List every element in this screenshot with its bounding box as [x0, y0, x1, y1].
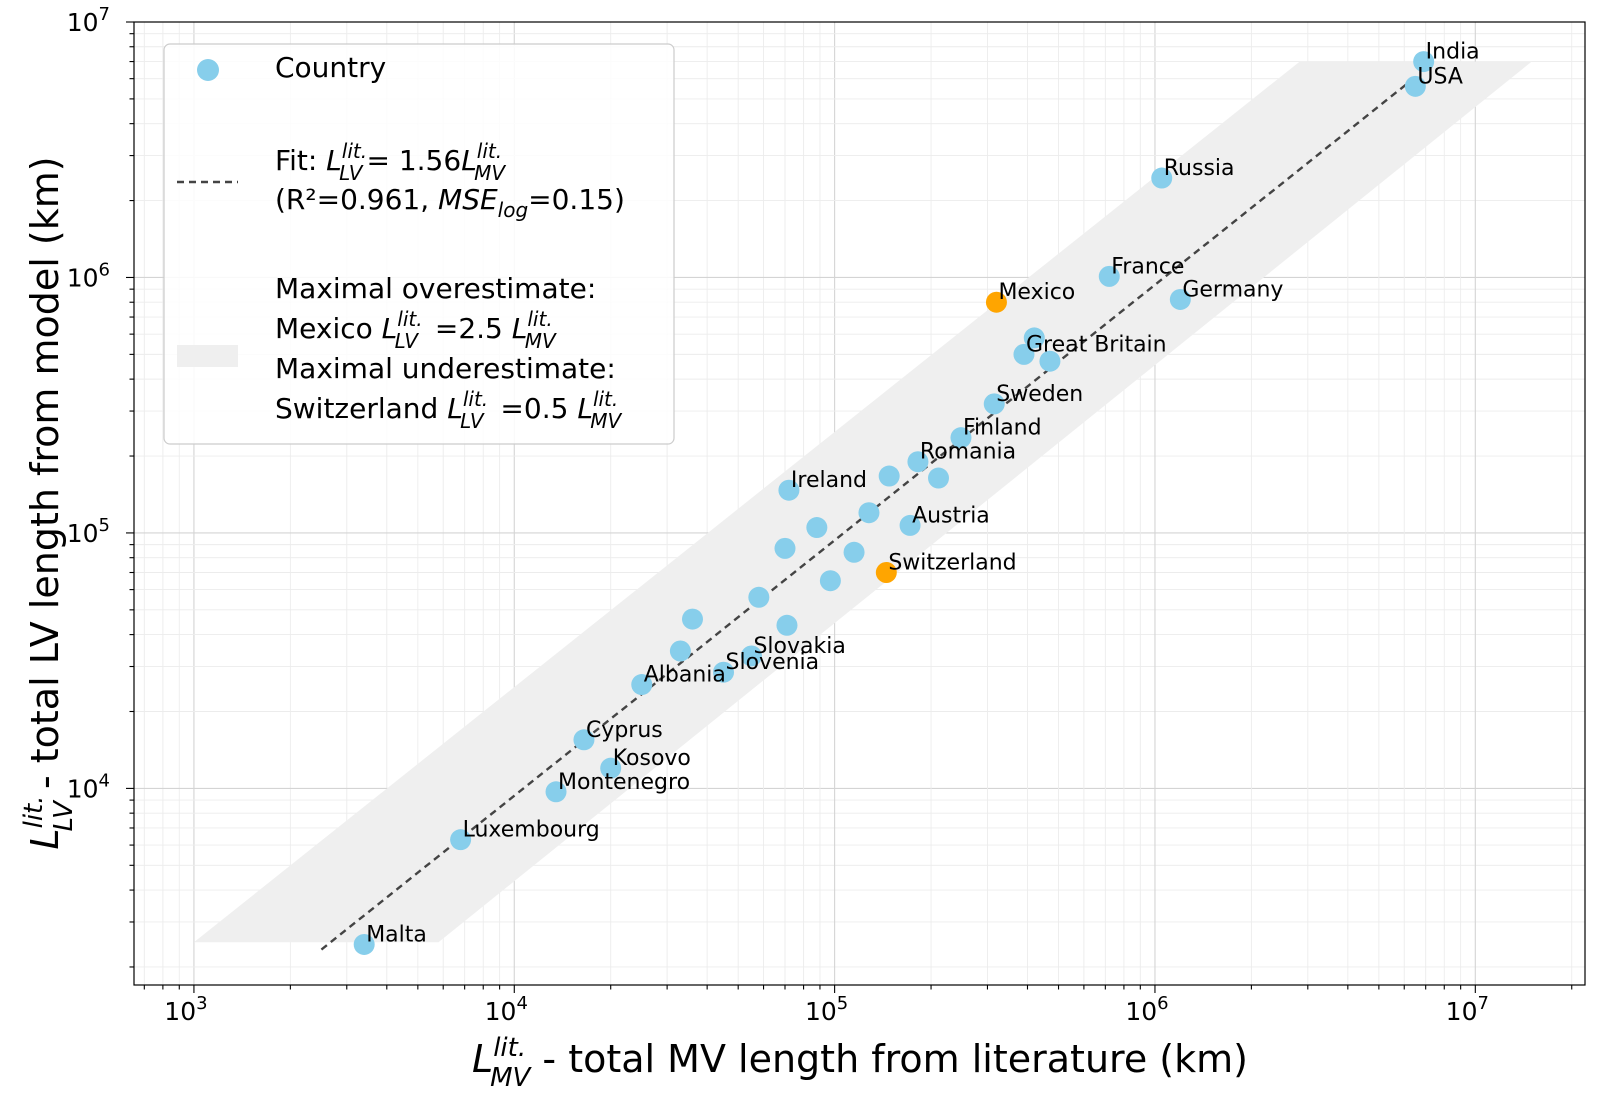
point-germany: [1169, 288, 1191, 310]
point-label-malta: Malta: [366, 922, 427, 947]
data-points: [353, 51, 1435, 955]
point-cyprus: [573, 729, 595, 751]
point-great-britain: [1013, 343, 1035, 365]
point-unlabeled: [843, 541, 865, 563]
point-unlabeled: [858, 502, 880, 524]
point-label-albania: Albania: [644, 663, 726, 688]
x-tick-label: 104: [485, 993, 528, 1026]
point-label-cyprus: Cyprus: [586, 718, 663, 743]
y-tick-label: 106: [67, 259, 110, 292]
point-montenegro: [545, 781, 567, 803]
point-label-russia: Russia: [1164, 156, 1235, 181]
point-france: [1098, 265, 1120, 287]
point-unlabeled: [878, 465, 900, 487]
point-unlabeled: [806, 517, 828, 539]
legend-over-detail: Mexico Llit. LV =2.5 Llit. MV: [275, 307, 557, 353]
point-label-mexico: Mexico: [998, 280, 1075, 305]
point-sweden: [983, 393, 1005, 415]
point-unlabeled: [1023, 327, 1045, 349]
point-label-usa: USA: [1417, 64, 1463, 89]
point-label-sweden: Sweden: [996, 382, 1083, 407]
point-label-germany: Germany: [1182, 277, 1283, 302]
point-unlabeled: [774, 537, 796, 559]
point-luxembourg: [450, 829, 472, 851]
point-label-austria: Austria: [912, 503, 990, 528]
point-austria: [899, 514, 921, 536]
legend-band-marker: [177, 345, 238, 367]
x-axis-label: Llit. MV - total MV length from literatur…: [472, 1033, 1248, 1093]
point-label-montenegro: Montenegro: [558, 770, 690, 795]
point-label-slovenia: Slovenia: [726, 650, 820, 675]
point-label-france: France: [1111, 254, 1184, 279]
legend-box: [163, 43, 675, 445]
point-slovakia: [740, 645, 762, 667]
plot-frame: [133, 21, 1586, 986]
point-india: [1413, 51, 1435, 73]
y-tick-label: 107: [67, 4, 110, 37]
legend-country-marker: [197, 59, 219, 81]
legend-over-title: Maximal overestimate:: [275, 272, 596, 305]
point-ireland: [778, 479, 800, 501]
point-malta: [353, 933, 375, 955]
legend: Country Fit: Llit. LV = 1.56Llit. MV (R²=0.…: [163, 43, 675, 445]
point-label-ireland: Ireland: [791, 468, 867, 493]
point-label-luxembourg: Luxembourg: [463, 818, 600, 843]
legend-country-label: Country: [275, 51, 386, 84]
legend-fit-stats: (R²=0.961, MSElog=0.15): [275, 183, 625, 222]
point-label-slovakia: Slovakia: [753, 634, 845, 659]
point-unlabeled: [776, 614, 798, 636]
point-label-kosovo: Kosovo: [613, 746, 691, 771]
error-band: [193, 61, 1532, 943]
y-axis-label: Llit.LV - total LV length from model (km…: [19, 156, 79, 849]
point-label-india: India: [1426, 40, 1480, 65]
x-tick-label: 107: [1446, 993, 1489, 1026]
x-tick-label: 103: [164, 993, 207, 1026]
point-label-great-britain: Great Britain: [1026, 332, 1167, 357]
point-russia: [1151, 167, 1173, 189]
point-label-finland: Finland: [963, 416, 1042, 441]
point-unlabeled: [928, 467, 950, 489]
legend-under-detail: Switzerland Llit. LV =0.5 Llit. MV: [275, 387, 623, 433]
y-tick-label: 104: [67, 770, 110, 803]
x-tick-label: 105: [805, 993, 848, 1026]
point-unlabeled: [819, 570, 841, 592]
error-band-area: [193, 61, 1532, 943]
point-usa: [1404, 75, 1426, 97]
point-finland: [950, 427, 972, 449]
legend-under-title: Maximal underestimate:: [275, 352, 616, 385]
point-albania: [631, 674, 653, 696]
point-mexico: [985, 291, 1007, 313]
axis-ticks: 103 104 105 106 107 104 105 106 107: [67, 4, 1573, 1026]
point-label-switzerland: Switzerland: [888, 551, 1016, 576]
point-unlabeled: [681, 608, 703, 630]
point-unlabeled: [748, 586, 770, 608]
legend-fit-label: Fit: Llit. LV = 1.56Llit. MV: [275, 139, 506, 185]
point-kosovo: [600, 757, 622, 779]
point-romania: [907, 451, 929, 473]
y-tick-label: 105: [67, 515, 110, 548]
point-unlabeled: [1039, 350, 1061, 372]
point-slovenia: [713, 661, 735, 683]
point-unlabeled: [669, 640, 691, 662]
point-switzerland: [875, 562, 897, 584]
point-label-romania: Romania: [920, 440, 1016, 465]
x-tick-label: 106: [1125, 993, 1168, 1026]
